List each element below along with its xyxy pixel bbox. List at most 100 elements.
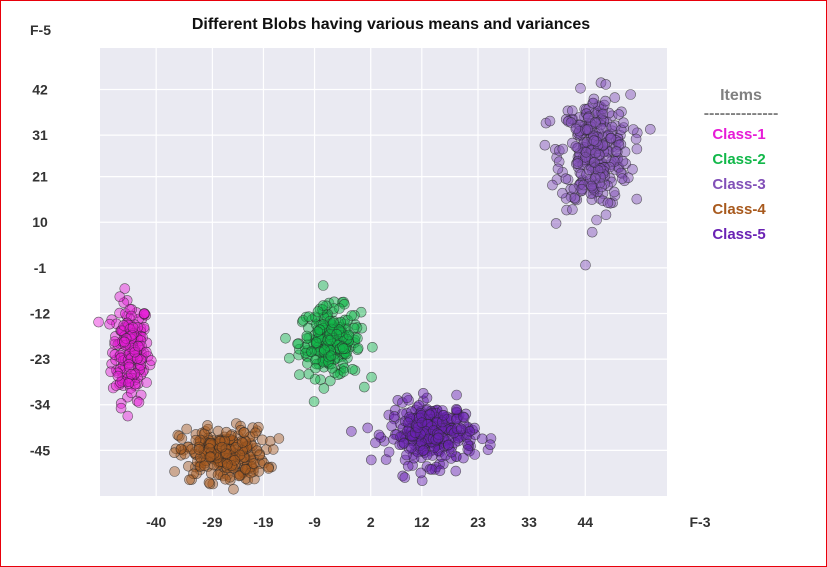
data-point [431,428,443,439]
data-point [397,470,409,482]
data-point [273,433,285,444]
y-tick-label: 10 [32,214,48,230]
data-point [202,420,213,431]
data-point [442,440,454,451]
data-point [399,415,411,427]
data-point [589,117,601,128]
data-point [175,443,187,455]
data-point [169,447,180,459]
data-point [590,147,601,159]
data-point [317,280,329,291]
data-point [144,359,156,371]
data-point [123,378,134,389]
data-point [266,461,277,473]
data-point [280,332,291,344]
data-point [366,371,377,383]
data-point [183,460,194,472]
data-point [370,437,381,449]
data-point [132,340,144,352]
data-point [434,465,446,477]
data-point [415,467,427,479]
data-point [631,143,643,155]
data-point [388,413,400,425]
data-point [204,438,216,450]
legend-title: Items [720,87,762,104]
data-point [228,483,239,495]
data-point [421,461,433,472]
data-point [128,328,139,339]
y-tick-label: -23 [30,351,50,367]
data-point [322,334,334,346]
data-point [406,430,418,442]
data-point [317,319,329,330]
y-tick-label: 31 [32,127,48,143]
data-point [399,472,411,483]
data-point [442,413,453,425]
data-point [122,410,134,422]
data-point [600,95,611,107]
data-point [449,437,461,448]
data-point [587,97,599,109]
data-point [451,389,462,401]
data-point [141,377,152,388]
data-point [292,338,303,350]
data-point [169,466,180,477]
data-point [244,431,256,443]
data-point [135,359,146,371]
x-tick-label: 23 [470,514,486,530]
data-point [591,214,602,226]
data-point [585,188,597,199]
data-point [131,353,143,365]
data-point [138,308,150,319]
x-tick-label: 2 [367,514,375,530]
data-point [248,458,259,469]
data-point [562,105,574,117]
data-point [549,144,561,155]
data-point [126,329,138,341]
data-point [129,346,141,358]
y-tick-label: 21 [32,169,48,185]
data-point [204,443,215,454]
data-point [568,183,580,195]
legend-entry-class-1: Class-1 [712,126,765,143]
data-point [583,164,595,176]
data-point [432,432,444,444]
data-point [409,427,421,439]
data-point [303,368,315,380]
data-point [426,464,438,475]
data-point [331,328,343,340]
data-point [595,114,607,126]
data-point [561,204,572,216]
data-point [597,108,609,120]
data-point [450,465,462,477]
data-point [120,308,131,319]
data-point [133,397,145,408]
legend-separator: -------------- [704,105,779,122]
x-tick-label: -19 [253,514,273,530]
data-point [424,409,435,421]
data-point [451,423,463,435]
grid [100,48,667,496]
data-point [586,226,598,238]
data-point [613,162,625,173]
data-point [576,183,588,195]
data-point [604,161,615,173]
data-point [462,444,474,455]
data-point [631,193,643,205]
data-point [253,421,264,433]
data-point [318,383,330,394]
series-class-1 [93,283,157,422]
y-tick-label: -1 [34,260,47,276]
x-tick-label: -40 [146,514,166,530]
data-points [93,77,656,495]
data-point [351,322,363,333]
data-point [326,362,338,374]
data-point [373,429,385,441]
data-point [602,197,614,209]
data-point [600,209,612,221]
data-point [383,446,395,458]
legend-entry-class-4: Class-4 [712,201,766,218]
data-point [328,317,339,329]
data-point [294,369,305,381]
axis-ticks: -40 -29 -19 -9 2 12 23 33 44 42 31 21 10 -1 -12 -23 -34 -… [30,81,593,530]
